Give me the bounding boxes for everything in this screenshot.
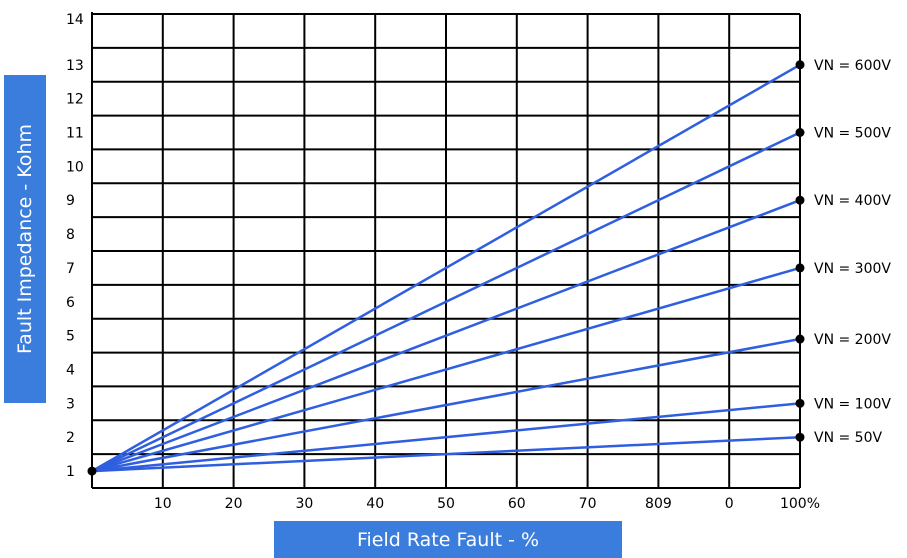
series-label: VN = 500V [814,126,891,142]
x-axis-label-text: Field Rate Fault - % [356,528,540,551]
y-tick-label: 13 [66,58,84,74]
x-tick-label: 50 [437,496,455,512]
series-line [91,63,801,473]
y-tick-label: 5 [66,329,75,345]
x-tick-label: 70 [579,496,597,512]
series-label: VN = 600V [814,58,891,74]
series-end-marker [795,432,805,442]
series-line [91,435,801,473]
series-line [91,337,801,473]
y-tick-label: 14 [66,12,84,28]
origin-marker [87,466,97,476]
y-tick-label: 6 [66,295,75,311]
y-tick-label: 8 [66,227,75,243]
y-axis-label-text: Fault Impedance - Kohm [14,123,36,355]
x-axis-label: Field Rate Fault - % [274,521,622,558]
y-tick-label: 10 [66,159,84,175]
y-tick-label: 11 [66,126,84,142]
series-label: VN = 300V [814,261,891,277]
x-tick-label: 40 [366,496,384,512]
x-tick-label: 0 [725,496,734,512]
y-tick-label: 2 [66,430,75,446]
y-tick-label: 12 [66,92,84,108]
y-tick-label: 3 [66,396,75,412]
series-label: VN = 100V [814,396,891,412]
series-end-marker [795,263,805,273]
y-tick-label: 7 [66,261,75,277]
series-line [91,402,801,473]
series-end-marker [795,398,805,408]
series-label: VN = 200V [814,332,891,348]
y-axis-label: Fault Impedance - Kohm [4,75,46,403]
series-line [91,266,801,473]
series-label: VN = 400V [814,193,891,209]
series-line [91,199,801,473]
x-tick-label: 809 [645,496,672,512]
series-label: VN = 50V [814,430,882,446]
series-end-marker [795,195,805,205]
series-line [91,131,801,473]
grid [92,13,801,488]
x-tick-label: 100% [780,496,820,512]
y-tick-label: 9 [66,193,75,209]
x-tick-label: 20 [225,496,243,512]
series-end-marker [795,128,805,137]
x-tick-label: 10 [154,496,172,512]
x-tick-label: 60 [508,496,526,512]
series-end-marker [795,60,805,70]
y-tick-label: 1 [66,464,75,480]
series-end-marker [795,334,805,344]
x-tick-label: 30 [295,496,313,512]
y-tick-label: 4 [66,363,75,379]
